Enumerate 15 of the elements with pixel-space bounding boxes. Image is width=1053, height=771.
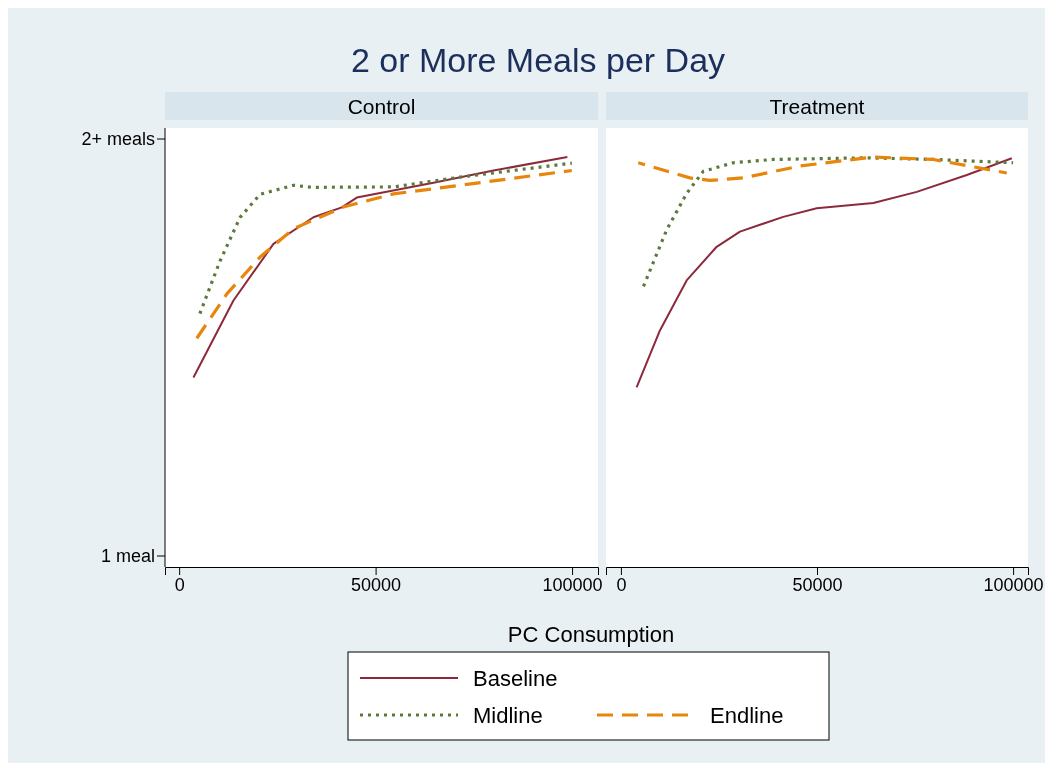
chart-subtitle: Control [347, 95, 416, 118]
x-tick-label: 100000 [983, 574, 1044, 595]
chart-title: 2 or More Meals per Day [350, 41, 726, 79]
legend-label: Baseline [473, 666, 558, 691]
legend-label: Endline [710, 703, 784, 728]
x-tick-label: 50000 [792, 574, 843, 595]
text: 2+ meals [81, 129, 155, 149]
x-tick-label: 0 [174, 574, 185, 595]
text: 1 meal [100, 546, 155, 566]
chart-subtitle: Treatment [769, 95, 865, 118]
x-tick-label: 50000 [351, 574, 402, 595]
x-axis-title: PC Consumption [507, 622, 675, 647]
x-tick-label: 100000 [542, 574, 603, 595]
legend-label: Midline [473, 703, 543, 728]
x-tick-label: 0 [616, 574, 627, 595]
